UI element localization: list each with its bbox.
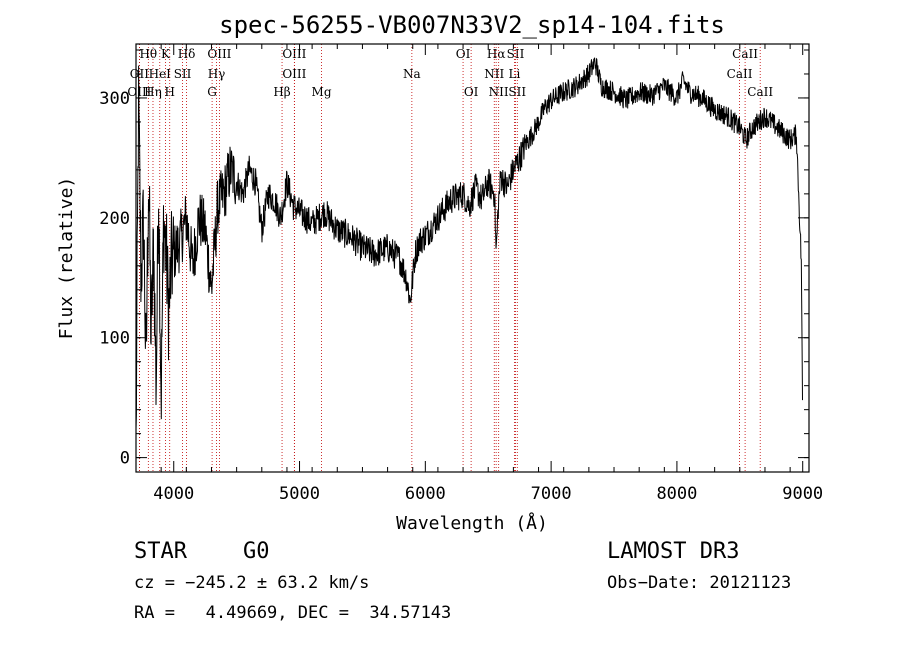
x-tick-label: 6000 (405, 484, 446, 504)
line-label: CaII (747, 85, 773, 99)
line-label: OIII (282, 67, 306, 81)
line-label: Hβ (273, 85, 290, 99)
y-tick-label: 300 (99, 89, 130, 109)
line-label: SII (174, 67, 192, 81)
line-label: CaII (732, 47, 758, 61)
x-tick-label: 5000 (279, 484, 320, 504)
line-label: SII (508, 85, 526, 99)
flux-series (135, 57, 803, 429)
x-tick-label: 9000 (782, 484, 823, 504)
line-label: Hη (144, 85, 162, 99)
line-label: Hα (487, 47, 506, 61)
line-label: H (164, 85, 174, 99)
line-label: OI (456, 47, 471, 61)
line-label: Hγ (208, 67, 226, 81)
x-tick-label: 4000 (153, 484, 194, 504)
line-label: Li (508, 67, 520, 81)
ra-dec: RA = 4.49669, DEC = 34.57143 (134, 603, 452, 623)
obs-date: Obs−Date: 20121123 (607, 573, 792, 593)
line-label: NII (484, 67, 504, 81)
line-label: OIII (207, 47, 231, 61)
x-tick-label: 8000 (656, 484, 697, 504)
y-tick-label: 100 (99, 329, 130, 349)
y-axis-label: Flux (relative) (56, 177, 77, 340)
star-subclass: G0 (243, 539, 270, 564)
y-tick-label: 0 (120, 449, 130, 469)
line-label: CaII (727, 67, 753, 81)
line-label: Na (403, 67, 421, 81)
line-label: Mg (312, 85, 332, 99)
cz-value: cz = −245.2 ± 63.2 km/s (134, 573, 370, 593)
line-label: OI (464, 85, 479, 99)
line-label: Hδ (178, 47, 196, 61)
star-class: STAR (134, 539, 187, 564)
chart-title: spec-56255-VB007N33V2_sp14-104.fits (219, 11, 725, 39)
line-label: K (161, 47, 171, 61)
x-axis-label: Wavelength (Å) (396, 512, 548, 534)
y-tick-label: 200 (99, 209, 130, 229)
line-label: NII (489, 85, 509, 99)
line-label: G (207, 85, 217, 99)
line-label: SII (507, 47, 525, 61)
line-label: OIII (127, 85, 151, 99)
line-label: HeI (149, 67, 172, 81)
plot-frame (135, 43, 810, 473)
survey-label: LAMOST DR3 (607, 539, 740, 564)
x-tick-label: 7000 (531, 484, 572, 504)
line-label: Hθ (139, 47, 157, 61)
